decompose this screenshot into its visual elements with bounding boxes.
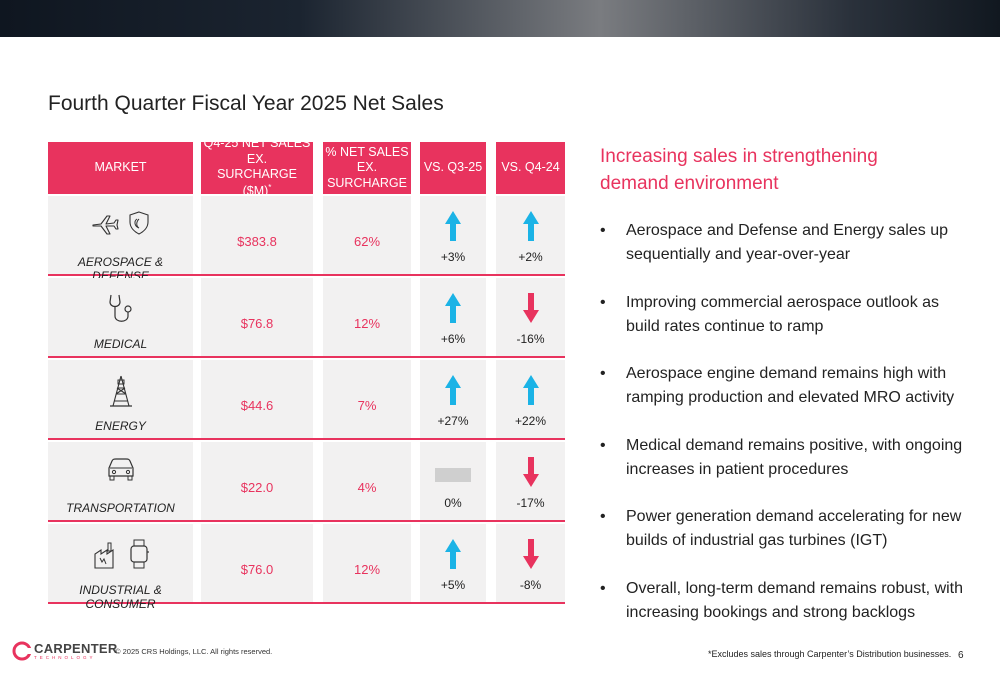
bullet-item: Improving commercial aerospace outlook a… [600,291,970,339]
table-cell [201,196,313,274]
company-logo: CARPENTER TECHNOLOGY [12,641,118,661]
market-icons [48,210,193,241]
table-cell [323,360,411,438]
vs-q3-change: +3% [440,250,466,264]
header-footnote-mark: * [268,183,272,193]
vs-q4-change: -16% [516,332,545,346]
copyright: © 2025 CRS Holdings, LLC. All rights res… [115,647,273,656]
table-cell [48,524,193,602]
bullet-item: Aerospace engine demand remains high wit… [600,362,970,410]
vs-q3-change: +6% [440,332,466,346]
pct-sales-value: 4% [357,480,377,495]
logo-subtitle: TECHNOLOGY [34,654,96,660]
market-icons [48,374,193,413]
header-vs-q3-label: VS. Q3-25 [423,160,483,175]
smartwatch-icon [128,538,150,575]
row-separator [48,602,565,604]
stethoscope-icon [106,292,136,331]
market-icons [48,456,193,487]
market-label: INDUSTRIAL & CONSUMER [79,583,162,611]
header-pct-line2: SURCHARGE [327,175,407,190]
table-cell [323,278,411,356]
down-arrow-icon [496,456,565,488]
table-cell [323,442,411,520]
net-sales-value: $44.6 [240,398,274,413]
vs-q4-change: -8% [519,578,542,592]
table-cell [201,524,313,602]
table-cell [48,278,193,356]
header-market-label: MARKET [94,160,147,175]
net-sales-value: $76.8 [240,316,274,331]
header-pct-sales: % NET SALES EX. SURCHARGE [323,142,411,194]
car-icon [105,456,137,487]
header-vs-q4: VS. Q4-24 [496,142,565,194]
up-arrow-icon [496,374,565,406]
vs-q3-change: 0% [444,496,462,510]
logo-mark-icon [12,641,32,661]
up-arrow-icon [420,374,486,406]
page-title: Fourth Quarter Fiscal Year 2025 Net Sale… [48,92,444,115]
pct-sales-value: 62% [353,234,381,249]
pct-sales-value: 7% [357,398,377,413]
bullet-item: Overall, long-term demand remains robust… [600,577,970,625]
row-separator [48,438,565,440]
market-label: MEDICAL [93,337,148,351]
header-pct-line1: % NET SALES EX. [325,144,409,175]
up-arrow-icon [420,292,486,324]
up-arrow-icon [420,210,486,242]
bullet-item: Medical demand remains positive, with on… [600,434,970,482]
up-arrow-icon [496,210,565,242]
row-separator [48,520,565,522]
no-change-bar-icon [420,468,486,482]
factory-icon [92,540,120,575]
top-banner [0,0,1000,37]
market-icons [48,538,193,575]
row-separator [48,356,565,358]
pct-sales-value: 12% [353,316,381,331]
down-arrow-icon [496,538,565,570]
header-vs-q3: VS. Q3-25 [420,142,486,194]
right-heading: Increasing sales in strengthening demand… [600,146,878,194]
table-cell [48,360,193,438]
oil-rig-icon [108,374,134,413]
down-arrow-icon [496,292,565,324]
airplane-icon [91,212,119,241]
vs-q4-change: -17% [516,496,545,510]
header-net-sales-line2: SURCHARGE ($M) [217,167,297,199]
market-icons [48,292,193,331]
net-sales-value: $76.0 [240,562,274,577]
table-cell [201,278,313,356]
vs-q3-change: +27% [437,414,469,428]
pct-sales-value: 12% [353,562,381,577]
header-vs-q4-label: VS. Q4-24 [501,160,560,175]
table-cell [323,196,411,274]
header-market: MARKET [48,142,193,194]
net-sales-value: $22.0 [240,480,274,495]
net-sales-value: $383.8 [237,234,277,249]
table-cell [201,442,313,520]
bullet-list: Aerospace and Defense and Energy sales u… [600,219,970,648]
bullet-item: Aerospace and Defense and Energy sales u… [600,219,970,267]
header-net-sales: Q4-25 NET SALES EX. SURCHARGE ($M)* [201,136,313,198]
table-cell [323,524,411,602]
row-separator [48,274,565,276]
market-label: ENERGY [95,419,146,433]
market-label: TRANSPORTATION [66,501,175,515]
page-number: 6 [958,650,964,661]
table-cell [48,196,193,274]
shield-icon [127,210,151,241]
header-net-sales-line1: Q4-25 NET SALES EX. [203,136,311,166]
up-arrow-icon [420,538,486,570]
vs-q4-change: +22% [514,414,547,428]
logo-name: CARPENTER [34,640,118,656]
bullet-item: Power generation demand accelerating for… [600,505,970,553]
footnote: *Excludes sales through Carpenter’s Dist… [708,649,952,659]
vs-q4-change: +2% [518,250,543,264]
table-cell [201,360,313,438]
table-cell [48,442,193,520]
vs-q3-change: +5% [440,578,466,592]
